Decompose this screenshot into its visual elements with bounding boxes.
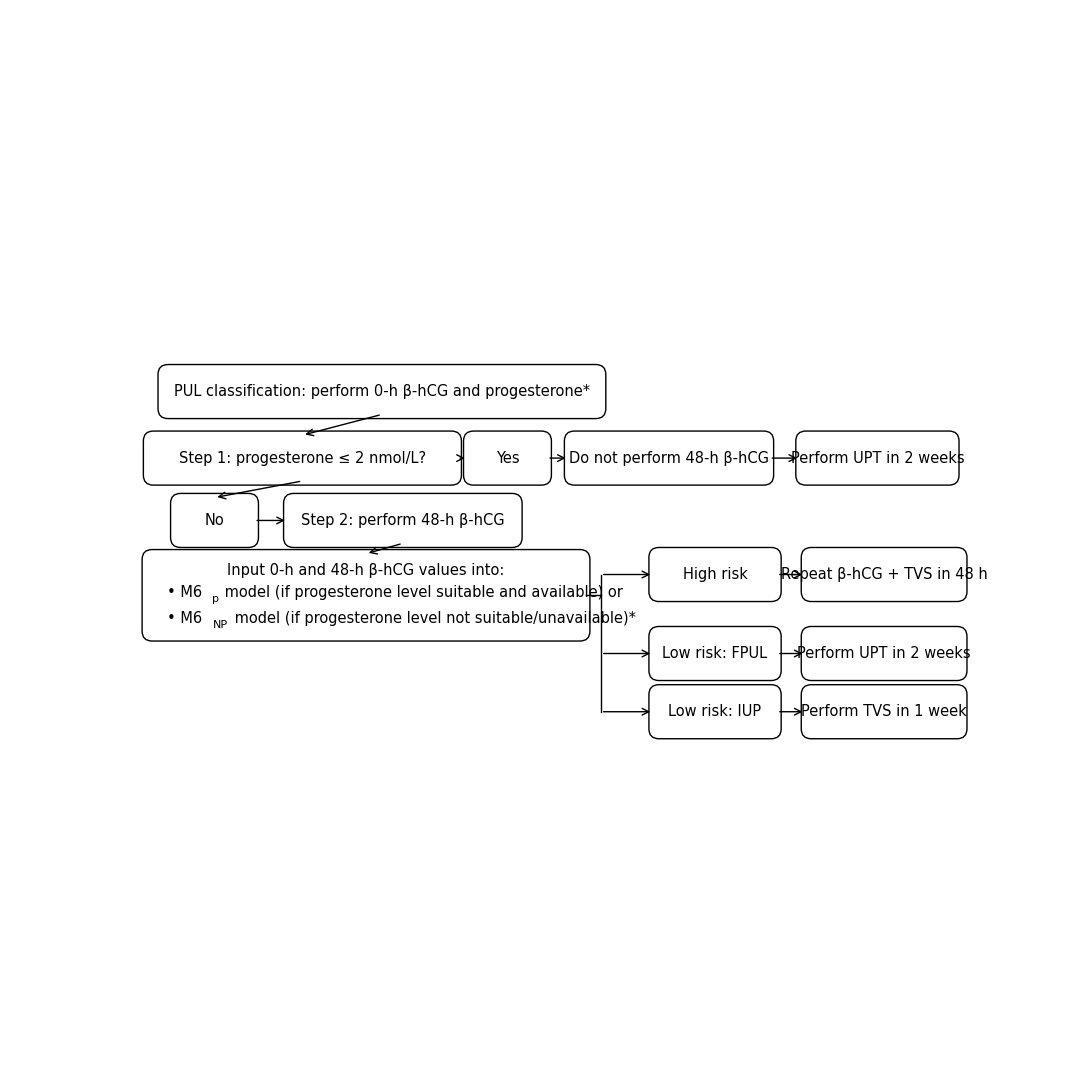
FancyBboxPatch shape — [796, 431, 959, 485]
Text: Low risk: IUP: Low risk: IUP — [669, 704, 761, 719]
Text: Perform UPT in 2 weeks: Perform UPT in 2 weeks — [797, 646, 971, 661]
FancyBboxPatch shape — [143, 550, 590, 642]
Text: No: No — [204, 513, 225, 528]
Text: Low risk: FPUL: Low risk: FPUL — [662, 646, 768, 661]
FancyBboxPatch shape — [144, 431, 461, 485]
Text: Step 2: perform 48-h β-hCG: Step 2: perform 48-h β-hCG — [301, 513, 504, 528]
Text: model (if progesterone level not suitable/unavailable)*: model (if progesterone level not suitabl… — [230, 611, 636, 626]
FancyBboxPatch shape — [801, 685, 967, 739]
FancyBboxPatch shape — [649, 626, 781, 680]
Text: PUL classification: perform 0-h β-hCG and progesterone*: PUL classification: perform 0-h β-hCG an… — [174, 384, 590, 399]
FancyBboxPatch shape — [649, 548, 781, 602]
Text: Do not perform 48-h β-hCG: Do not perform 48-h β-hCG — [569, 450, 769, 465]
FancyBboxPatch shape — [158, 365, 606, 419]
Text: Perform TVS in 1 week: Perform TVS in 1 week — [801, 704, 967, 719]
FancyBboxPatch shape — [565, 431, 773, 485]
Text: p: p — [213, 594, 219, 605]
Text: Perform UPT in 2 weeks: Perform UPT in 2 weeks — [791, 450, 964, 465]
FancyBboxPatch shape — [463, 431, 552, 485]
FancyBboxPatch shape — [171, 494, 258, 548]
Text: Input 0-h and 48-h β-hCG values into:: Input 0-h and 48-h β-hCG values into: — [227, 563, 504, 578]
Text: Repeat β-hCG + TVS in 48 h: Repeat β-hCG + TVS in 48 h — [781, 567, 987, 582]
Text: model (if progesterone level suitable and available) or: model (if progesterone level suitable an… — [220, 585, 623, 600]
FancyBboxPatch shape — [649, 685, 781, 739]
FancyBboxPatch shape — [801, 626, 967, 680]
Text: Step 1: progesterone ≤ 2 nmol/L?: Step 1: progesterone ≤ 2 nmol/L? — [179, 450, 426, 465]
Text: Yes: Yes — [496, 450, 519, 465]
Text: • M6: • M6 — [167, 585, 202, 600]
FancyBboxPatch shape — [284, 494, 522, 548]
Text: High risk: High risk — [683, 567, 747, 582]
FancyBboxPatch shape — [801, 548, 967, 602]
Text: NP: NP — [213, 620, 228, 631]
Text: • M6: • M6 — [167, 611, 202, 626]
